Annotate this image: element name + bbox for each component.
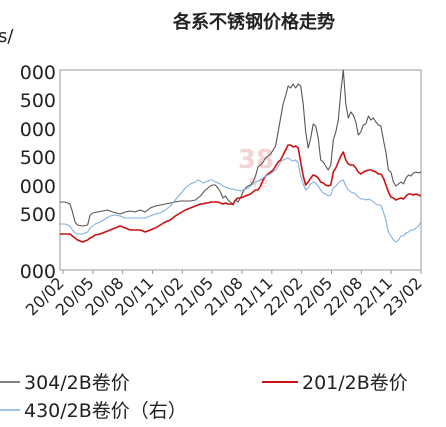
y-tick-label: 000	[20, 261, 56, 283]
y-tick-label: 500	[20, 204, 56, 226]
legend-item-430: 430/2B卷价（右）	[0, 400, 187, 422]
series-line-0	[60, 69, 422, 227]
series-line-1	[60, 144, 422, 243]
series-line-2	[60, 157, 422, 243]
chart-title: 各系不锈钢价格走势	[172, 11, 335, 33]
y-tick-label: 500	[20, 90, 56, 112]
y-tick-label: 000	[20, 62, 56, 84]
legend: 304/2B卷价 201/2B卷价 430/2B卷价（右）	[0, 372, 408, 422]
legend-item-304: 304/2B卷价	[0, 372, 130, 394]
series-lines	[60, 69, 422, 243]
legend-label-430: 430/2B卷价（右）	[24, 400, 187, 422]
y-axis-unit: s/	[0, 26, 14, 47]
plot-area	[59, 69, 422, 271]
legend-label-304: 304/2B卷价	[24, 372, 130, 394]
x-axis-ticks: 20/0220/0520/0820/1121/0221/0521/0821/11…	[22, 270, 426, 319]
watermark: 38	[238, 145, 274, 175]
legend-label-201: 201/2B卷价	[302, 372, 408, 394]
y-tick-label: 000	[20, 176, 56, 198]
plot-frame	[59, 69, 422, 271]
y-axis-ticks: 000 500 000 500 000 500 000	[20, 62, 56, 283]
y-tick-label: 500	[20, 147, 56, 169]
legend-item-201: 201/2B卷价	[262, 372, 408, 394]
y-tick-label: 000	[20, 119, 56, 141]
